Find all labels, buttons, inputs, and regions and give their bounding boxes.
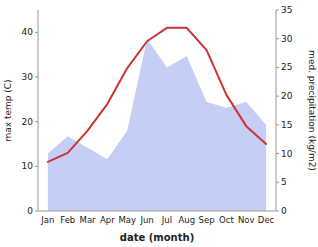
y2-tick-label: 15 (281, 120, 292, 130)
y-tick-label: 40 (22, 27, 34, 37)
precip-area (48, 39, 266, 211)
y2-axis-title: med. precipitation (kg/m2) (307, 50, 317, 171)
chart: 01020304005101520253035JanFebMarAprMayJu… (0, 0, 318, 247)
y-tick-label: 30 (22, 72, 34, 82)
y2-tick (276, 124, 279, 125)
y2-tick (276, 153, 279, 154)
y2-tick (276, 10, 279, 11)
x-tick-label: Dec (258, 215, 275, 225)
y2-tick (276, 182, 279, 183)
y-tick-label: 20 (22, 117, 34, 127)
x-tick-label: Apr (100, 215, 115, 225)
y-tick (35, 77, 38, 78)
x-tick-label: Jun (139, 215, 153, 225)
y2-tick-label: 20 (281, 91, 293, 101)
x-tick-label: Jan (40, 215, 54, 225)
x-tick-label: Aug (178, 215, 195, 225)
y2-tick-label: 25 (281, 62, 292, 72)
y-tick-label: 0 (27, 206, 33, 216)
y2-tick (276, 211, 279, 212)
y-tick-label: 10 (22, 161, 34, 171)
x-tick-label: Jul (161, 215, 172, 225)
x-tick-label: Mar (80, 215, 97, 225)
y2-tick (276, 96, 279, 97)
y-tick (35, 32, 38, 33)
x-tick-label: Sep (199, 215, 215, 225)
y-axis-title: max temp (C) (3, 79, 13, 141)
left-axis-line (38, 10, 39, 211)
y-tick (35, 166, 38, 167)
bottom-axis-line (38, 211, 276, 212)
y2-tick-label: 5 (281, 177, 287, 187)
y2-tick-label: 30 (281, 34, 293, 44)
right-axis-line (276, 10, 277, 211)
x-tick-label: Nov (238, 215, 255, 225)
y2-tick-label: 35 (281, 5, 292, 15)
y2-tick-label: 0 (281, 206, 287, 216)
x-tick-label: Oct (219, 215, 234, 225)
temp-line (48, 28, 266, 162)
y-tick (35, 211, 38, 212)
x-tick-label: May (118, 215, 136, 225)
chart-container: 01020304005101520253035JanFebMarAprMayJu… (0, 0, 318, 247)
y2-tick-label: 10 (281, 149, 293, 159)
y-tick (35, 121, 38, 122)
x-tick-label: Feb (60, 215, 75, 225)
x-axis-title: date (month) (120, 232, 194, 243)
y2-tick (276, 67, 279, 68)
plot-area (48, 28, 266, 211)
y2-tick (276, 38, 279, 39)
